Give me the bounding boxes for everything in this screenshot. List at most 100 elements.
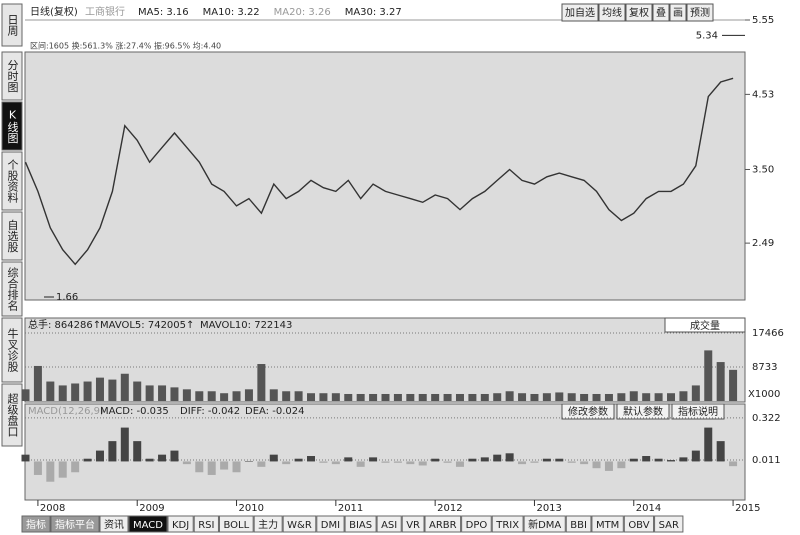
bottom-tab[interactable]: [128, 515, 168, 533]
bottom-tab[interactable]: [523, 515, 566, 533]
stock-name: 工商银行: [85, 5, 125, 18]
toolbar-button[interactable]: [652, 3, 670, 22]
toolbar-button-label[interactable]: 加自选: [565, 6, 595, 19]
macd-button[interactable]: [671, 403, 725, 420]
volume-bar: [133, 381, 142, 401]
bottom-tab-label[interactable]: BBI: [570, 520, 587, 531]
toolbar-button-label[interactable]: 叠: [656, 7, 666, 19]
side-tab[interactable]: [1, 261, 23, 317]
volume-bar: [294, 391, 303, 401]
side-tab-label[interactable]: 超级盘口: [6, 392, 19, 437]
bottom-tab-label[interactable]: TRIX: [495, 520, 519, 531]
bottom-tab-label[interactable]: BOLL: [223, 520, 249, 531]
bottom-tab-label[interactable]: DPO: [466, 520, 488, 531]
bottom-tab[interactable]: [167, 515, 194, 533]
macd-bar: [480, 457, 489, 462]
bottom-tab[interactable]: [565, 515, 592, 533]
bottom-tab[interactable]: [316, 515, 345, 533]
bottom-tab[interactable]: [344, 515, 377, 533]
volume-selector[interactable]: [664, 317, 746, 333]
side-tab-label[interactable]: 综合排名: [6, 266, 19, 311]
volume-bar: [307, 393, 316, 401]
bottom-tab-label[interactable]: OBV: [628, 520, 649, 531]
bottom-tab[interactable]: [491, 515, 524, 533]
bottom-tab-label[interactable]: 指标平台: [55, 518, 95, 531]
bottom-tab[interactable]: [623, 515, 655, 533]
side-tab[interactable]: [1, 317, 23, 383]
x-tick-label: 2015: [735, 503, 760, 514]
macd-bar: [282, 461, 291, 465]
toolbar-button[interactable]: [669, 3, 687, 22]
toolbar-button-label[interactable]: 预测: [690, 6, 710, 19]
bottom-tab-label[interactable]: MTM: [596, 520, 619, 531]
bottom-tab[interactable]: [282, 515, 317, 533]
side-tab[interactable]: [1, 101, 23, 151]
bottom-tab-label[interactable]: 新DMA: [528, 518, 561, 531]
bottom-tab-label[interactable]: 主力: [258, 518, 278, 531]
macd-bar: [83, 458, 92, 462]
toolbar-button-label[interactable]: 画: [673, 8, 683, 19]
volume-bar: [518, 393, 527, 401]
bottom-tab-label[interactable]: MACD: [133, 520, 163, 531]
bottom-tab[interactable]: [99, 515, 129, 533]
macd-bar: [269, 454, 278, 462]
macd-button-label[interactable]: 指标说明: [678, 405, 718, 418]
bottom-tab-label[interactable]: DMI: [321, 520, 340, 531]
bottom-tab[interactable]: [21, 515, 51, 533]
volume-selector-label[interactable]: 成交量: [690, 319, 720, 332]
side-tab[interactable]: [1, 3, 23, 47]
bottom-tab-label[interactable]: BIAS: [349, 520, 372, 531]
bottom-tab[interactable]: [218, 515, 254, 533]
side-tab-label[interactable]: K线图: [6, 109, 19, 145]
macd-button[interactable]: [616, 403, 670, 420]
toolbar-button[interactable]: [598, 3, 626, 22]
bottom-tab[interactable]: [253, 515, 283, 533]
volume-bar: [617, 393, 626, 401]
bottom-tab[interactable]: [401, 515, 425, 533]
bottom-tab[interactable]: [424, 515, 462, 533]
toolbar-button[interactable]: [686, 3, 714, 22]
period-label: 日线(复权): [30, 5, 78, 18]
bottom-tab[interactable]: [461, 515, 492, 533]
side-tab-label[interactable]: 个股资料: [6, 159, 19, 204]
macd-button-label[interactable]: 默认参数: [623, 405, 663, 418]
macd-button-label[interactable]: 修改参数: [568, 405, 608, 418]
toolbar-button-label[interactable]: 复权: [629, 6, 649, 19]
bottom-tab-label[interactable]: SAR: [659, 520, 679, 531]
macd-bar: [207, 461, 216, 475]
side-tab-label[interactable]: 牛叉诊股: [6, 327, 19, 373]
bottom-tab[interactable]: [591, 515, 624, 533]
bottom-tab-label[interactable]: VR: [406, 520, 420, 531]
volume-bar: [182, 389, 191, 401]
side-tab[interactable]: [1, 383, 23, 447]
volume-bar: [33, 365, 42, 401]
bottom-tab-label[interactable]: 资讯: [104, 519, 124, 531]
bottom-tab-label[interactable]: KDJ: [172, 520, 189, 531]
bottom-tab-label[interactable]: W&R: [287, 520, 312, 531]
side-tab-label[interactable]: 分时图: [6, 59, 19, 93]
bottom-tab-label[interactable]: ARBR: [429, 520, 457, 531]
side-tab[interactable]: [1, 151, 23, 211]
side-tab[interactable]: [1, 51, 23, 101]
side-tab[interactable]: [1, 211, 23, 261]
bottom-tab[interactable]: [376, 515, 402, 533]
side-tab-label[interactable]: 日周: [6, 14, 19, 37]
side-tab-label[interactable]: 自选股: [6, 219, 19, 253]
macd-bar: [356, 461, 365, 467]
x-tick-label: 2008: [40, 503, 65, 514]
ma-label: MA30: 3.27: [345, 7, 402, 18]
macd-button[interactable]: [561, 403, 615, 420]
volume-bar: [542, 393, 551, 401]
toolbar-button[interactable]: [561, 3, 599, 22]
volume-bar: [207, 391, 216, 401]
bottom-tab-label[interactable]: 指标: [26, 518, 46, 531]
bottom-tab-label[interactable]: ASI: [381, 520, 397, 531]
bottom-tab[interactable]: [193, 515, 219, 533]
bottom-tab[interactable]: [654, 515, 684, 533]
toolbar-button[interactable]: [625, 3, 653, 22]
volume-bar: [257, 364, 266, 401]
bottom-tab[interactable]: [50, 515, 100, 533]
toolbar-button-label[interactable]: 均线: [602, 6, 622, 19]
ma-label: MA20: 3.26: [274, 7, 331, 18]
bottom-tab-label[interactable]: RSI: [198, 520, 214, 531]
